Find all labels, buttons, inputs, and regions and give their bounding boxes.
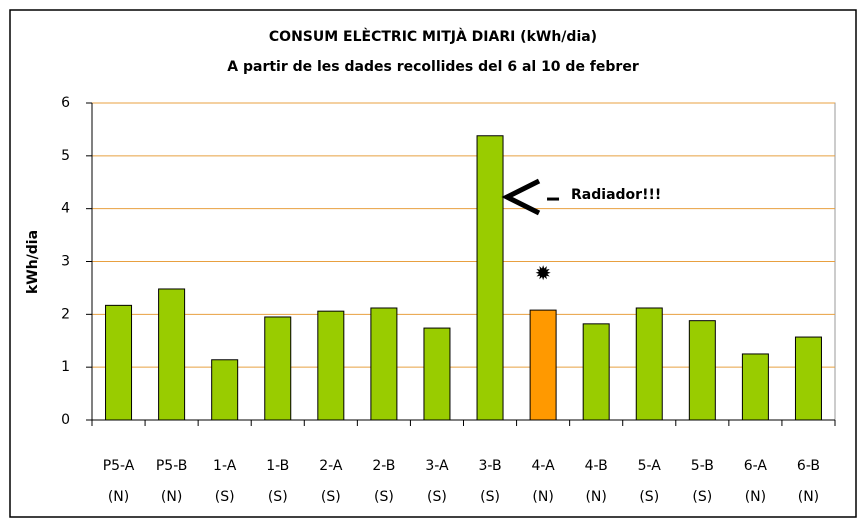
bar (370, 307, 398, 421)
annotation-arrow (501, 178, 541, 216)
x-tick-label: 5-A (638, 458, 662, 474)
bar (741, 353, 769, 421)
x-tick-label: (S) (639, 489, 659, 505)
x-tick-label: 6-A (744, 458, 768, 474)
x-tick-label: (N) (161, 489, 182, 505)
x-tick-label: 5-B (691, 458, 714, 474)
x-tick-label: (S) (321, 489, 341, 505)
x-tick-label: (N) (798, 489, 819, 505)
bar (158, 288, 186, 421)
chart-title: CONSUM ELÈCTRIC MITJÀ DIARI (kWh/dia) (269, 28, 597, 45)
bar (211, 359, 239, 421)
bar (794, 336, 822, 421)
annotation: ✹ (535, 261, 552, 285)
x-tick-label: P5-B (156, 458, 188, 474)
bar (635, 307, 663, 421)
x-tick-label: (N) (585, 489, 606, 505)
x-tick-label: 1-B (266, 458, 289, 474)
bar (105, 304, 133, 421)
x-tick-label: (N) (532, 489, 553, 505)
x-tick-label: (S) (374, 489, 394, 505)
bar (423, 327, 451, 421)
y-tick-label: 4 (61, 201, 70, 217)
x-tick-label: (N) (108, 489, 129, 505)
x-tick-label: (S) (427, 489, 447, 505)
bar (476, 135, 504, 421)
x-tick-label: 1-A (213, 458, 237, 474)
x-tick-label: (N) (745, 489, 766, 505)
x-tick-label: 2-A (319, 458, 343, 474)
x-tick-label: (S) (480, 489, 500, 505)
bar (688, 320, 716, 421)
chart-subtitle: A partir de les dades recollides del 6 a… (227, 59, 639, 75)
y-tick-label: 5 (61, 148, 70, 164)
x-tick-label: (S) (692, 489, 712, 505)
y-tick-label: 1 (61, 359, 70, 375)
x-tick-label: 2-B (372, 458, 395, 474)
x-tick-label: 6-B (797, 458, 820, 474)
bar (529, 309, 557, 421)
y-tick-label: 6 (61, 95, 70, 111)
x-tick-label: (S) (215, 489, 235, 505)
bar (317, 310, 345, 421)
x-tick-label: P5-A (103, 458, 135, 474)
x-tick-label: 4-B (585, 458, 608, 474)
x-tick-label: 4-A (531, 458, 555, 474)
x-tick-label: 3-A (425, 458, 449, 474)
bar (582, 323, 610, 421)
x-tick-label: (S) (268, 489, 288, 505)
annotation: Radiador!!! (571, 187, 661, 203)
x-tick-label: 3-B (478, 458, 501, 474)
bar (264, 316, 292, 421)
y-tick-label: 0 (61, 412, 70, 428)
y-tick-label: 2 (61, 306, 70, 322)
y-tick-label: 3 (61, 254, 70, 270)
y-axis-label: kWh/dia (25, 230, 41, 294)
